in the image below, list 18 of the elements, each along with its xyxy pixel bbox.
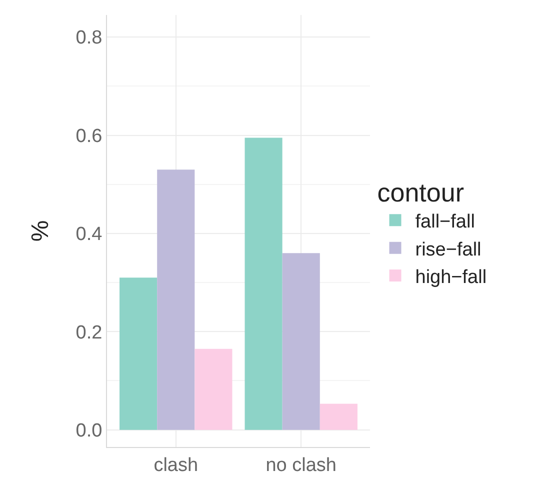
bar	[194, 348, 232, 430]
bar	[120, 278, 158, 430]
y-tick-label: 0.2	[76, 322, 102, 344]
bar	[320, 404, 358, 430]
bar	[282, 253, 320, 430]
x-tick-label: clash	[154, 454, 198, 476]
legend-label: high−fall	[415, 266, 487, 288]
y-tick-label: 0.8	[76, 28, 102, 49]
y-tick-label: 0.6	[76, 126, 102, 147]
legend-label: rise−fall	[415, 239, 482, 260]
y-axis-title: %	[26, 220, 54, 242]
bar	[157, 170, 195, 430]
x-tick-label: no clash	[266, 454, 337, 476]
bar	[244, 138, 282, 430]
legend-title: contour	[377, 177, 464, 208]
legend-label: fall−fall	[415, 212, 475, 233]
y-tick-label: 0.4	[76, 224, 103, 246]
y-tick-label: 0.0	[76, 420, 102, 442]
